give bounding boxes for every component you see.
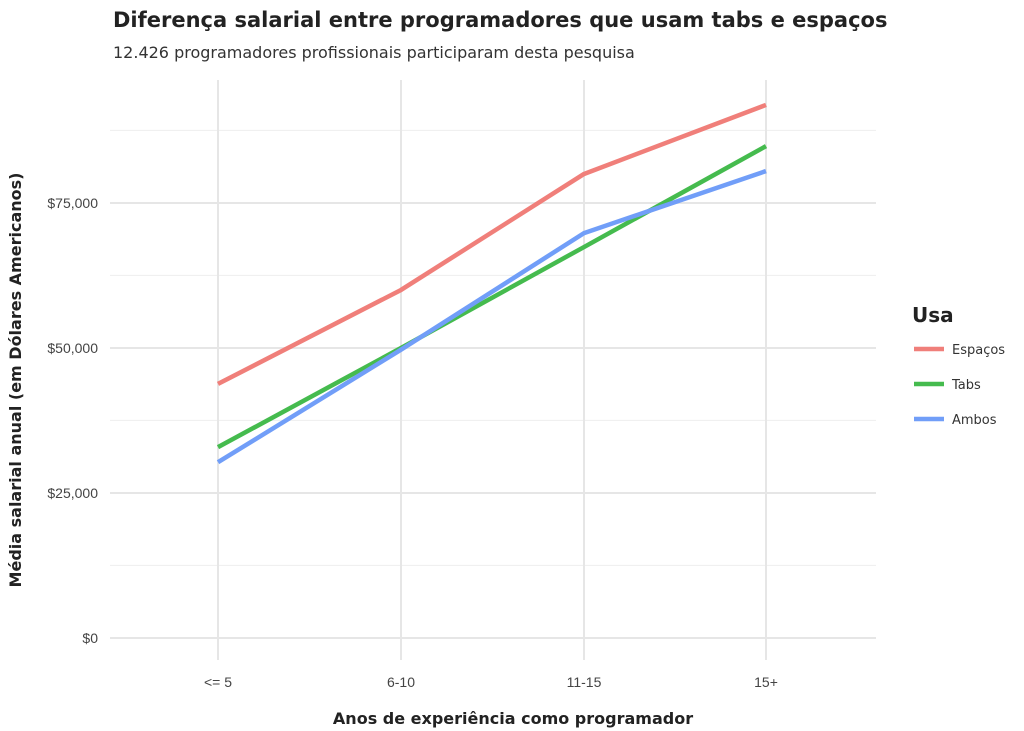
x-tick-label: <= 5 [204, 674, 232, 690]
series-line-espaos [216, 102, 767, 386]
chart-title: Diferença salarial entre programadores q… [113, 8, 888, 32]
legend-title: Usa [912, 303, 954, 327]
y-tick-label: $25,000 [47, 485, 98, 501]
x-tick-label: 6-10 [387, 674, 415, 690]
x-axis-title: Anos de experiência como programador [333, 709, 693, 728]
y-axis-title: Média salarial anual (em Dólares America… [6, 173, 25, 588]
y-tick-label: $0 [82, 630, 98, 646]
x-tick-label: 11-15 [567, 674, 602, 690]
y-tick-label: $75,000 [47, 195, 98, 211]
legend-label: Ambos [952, 413, 997, 428]
legend-label: Tabs [951, 378, 981, 393]
legend-label: Espaços [952, 343, 1005, 358]
x-tick-label: 15+ [754, 674, 778, 690]
series-line-tabs [216, 144, 768, 450]
chart-subtitle: 12.426 programadores profissionais parti… [113, 43, 635, 62]
y-tick-label: $50,000 [47, 340, 98, 356]
series-line-ambos [216, 168, 767, 465]
